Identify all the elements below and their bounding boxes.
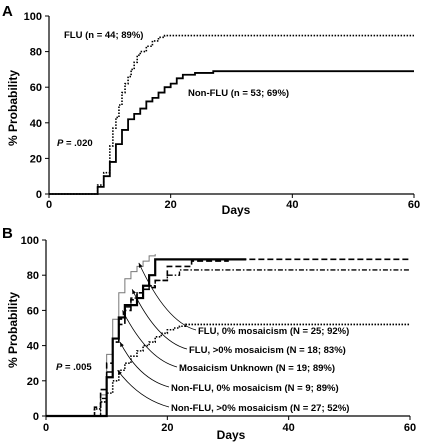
panel-b-label-non-flu-0-mosaicism: Non-FLU, 0% mosaicism (N = 9; 89%) bbox=[171, 383, 339, 394]
y-tick-label: 0 bbox=[36, 189, 42, 201]
x-tick-label: 60 bbox=[404, 422, 416, 434]
series-line-nonflu-0 bbox=[46, 258, 247, 418]
legend-arrow-mos-unknown bbox=[122, 310, 178, 368]
series-line-non-flu bbox=[49, 70, 414, 195]
panel-b-p-label: P bbox=[56, 362, 63, 373]
y-tick-label: 0 bbox=[33, 411, 39, 423]
panel-b-p-value: P = .005 bbox=[56, 362, 92, 373]
legend-arrow-flu-0 bbox=[138, 262, 197, 331]
panel-b: B % Probability Days 0 20 40 60 80 100 0 20 40 60… bbox=[2, 225, 416, 442]
x-tick-label: 0 bbox=[46, 199, 52, 211]
panel-b-tick-labels: 0 20 40 60 80 100 0 20 40 60 bbox=[21, 235, 416, 434]
panel-a-annotation-flu: FLU (n = 44; 89%) bbox=[64, 30, 143, 41]
y-tick-label: 100 bbox=[24, 11, 42, 23]
panel-b-x-axis-title: Days bbox=[217, 428, 246, 442]
panel-b-label-flu-gt0-mosaicism: FLU, >0% mosaicism (N = 18; 83%) bbox=[189, 345, 346, 356]
x-tick-label: 60 bbox=[408, 199, 420, 211]
legend-arrowhead-flu-gt0 bbox=[132, 289, 136, 295]
y-tick-label: 20 bbox=[27, 376, 39, 388]
panel-a-p-label: P bbox=[57, 138, 64, 149]
legend-arrowhead-flu-0 bbox=[138, 262, 143, 268]
y-tick-label: 80 bbox=[27, 270, 39, 282]
panel-a-tick-labels: 0 20 40 60 80 100 0 20 40 60 bbox=[24, 11, 420, 211]
x-tick-label: 40 bbox=[283, 422, 295, 434]
panel-a-letter: A bbox=[2, 3, 13, 20]
y-tick-label: 80 bbox=[30, 47, 42, 59]
panel-b-p-text: = .005 bbox=[62, 362, 92, 373]
panel-b-label-non-flu-gt0-mosaicism: Non-FLU, >0% mosaicism (N = 27; 52%) bbox=[171, 403, 349, 414]
panel-a-x-axis-title: Days bbox=[222, 203, 251, 217]
x-tick-label: 40 bbox=[286, 199, 298, 211]
y-tick-label: 40 bbox=[27, 341, 39, 353]
y-tick-label: 60 bbox=[27, 305, 39, 317]
panel-b-label-mosaicism-unknown: Mosaicism Unknown (N = 19; 89%) bbox=[179, 363, 335, 374]
legend-arrow-flu-gt0 bbox=[131, 289, 188, 350]
legend-arrowhead-mos-unknown bbox=[122, 310, 127, 316]
panel-a-axes bbox=[45, 15, 415, 198]
y-tick-label: 40 bbox=[30, 118, 42, 130]
panel-a-y-axis-title: % Probability bbox=[6, 70, 20, 146]
panel-b-series bbox=[46, 254, 410, 418]
panel-a-series bbox=[49, 34, 414, 195]
panel-b-y-axis-title: % Probability bbox=[6, 292, 20, 368]
panel-a-p-value: P = .020 bbox=[57, 138, 93, 149]
legend-arrowhead-non-flu-0 bbox=[120, 342, 124, 348]
panel-a-annotation-non-flu: Non-FLU (n = 53; 69%) bbox=[188, 88, 289, 99]
series-line-nonflu-gt0 bbox=[46, 323, 410, 417]
y-tick-label: 100 bbox=[21, 235, 39, 247]
x-tick-label: 20 bbox=[165, 199, 177, 211]
panel-b-legend-arrows bbox=[117, 262, 197, 408]
x-tick-label: 20 bbox=[161, 422, 173, 434]
y-tick-label: 60 bbox=[30, 82, 42, 94]
panel-a: A % Probability Days 0 20 40 60 80 100 0 20 40 60… bbox=[2, 3, 420, 217]
legend-arrowhead-non-flu-gt0 bbox=[117, 370, 122, 376]
legend-arrow-non-flu-gt0 bbox=[117, 370, 170, 408]
y-tick-label: 20 bbox=[30, 153, 42, 165]
x-tick-label: 0 bbox=[43, 422, 49, 434]
series-line-flu bbox=[49, 34, 414, 195]
legend-arrow-non-flu-0 bbox=[119, 341, 170, 388]
panel-b-label-flu-0-mosaicism: FLU, 0% mosaicism (N = 25; 92%) bbox=[198, 326, 349, 337]
panel-b-letter: B bbox=[2, 225, 13, 242]
panel-a-p-text: = .020 bbox=[63, 138, 92, 149]
